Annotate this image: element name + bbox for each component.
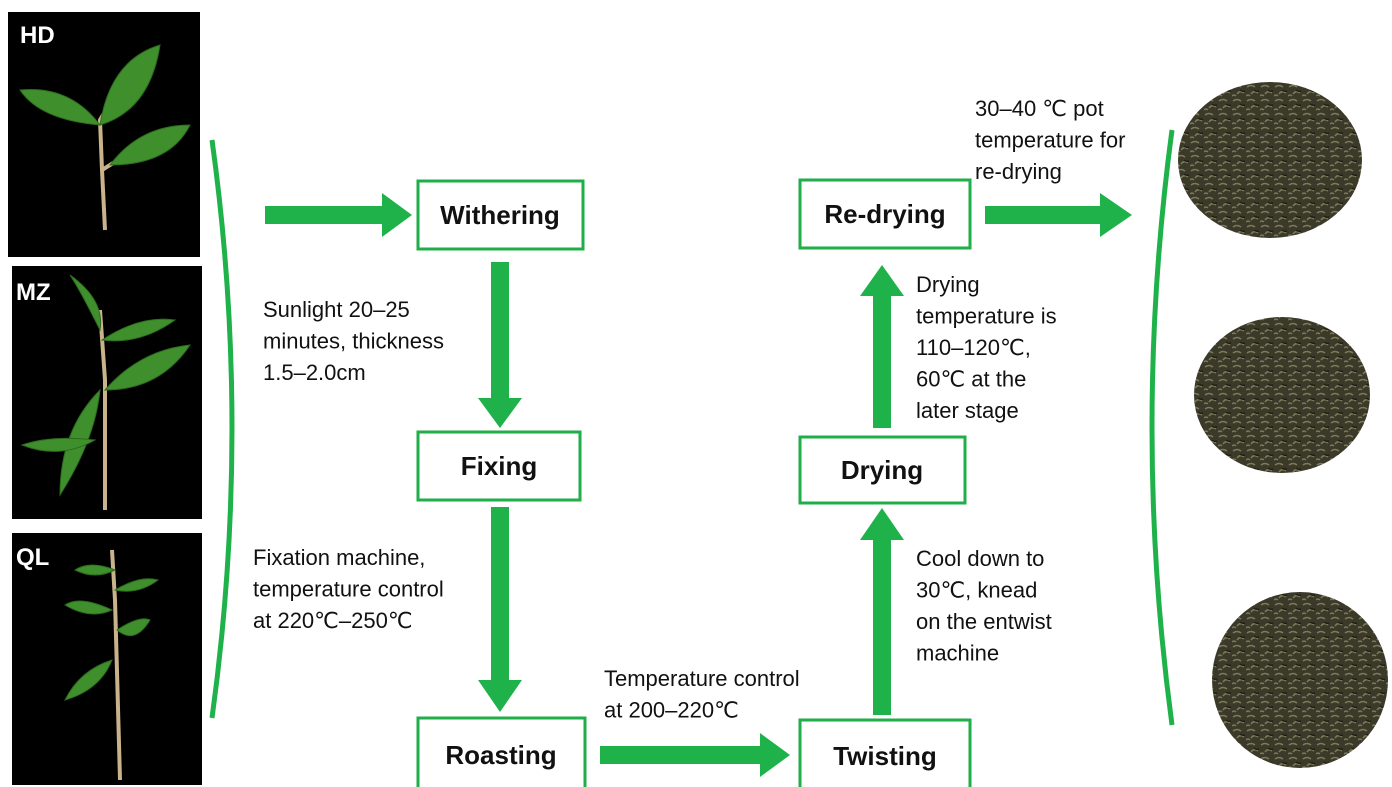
note-line: machine: [916, 641, 999, 666]
step-label: Re-drying: [824, 199, 945, 229]
note-line: at 220℃–250℃: [253, 608, 413, 633]
step-box: [416, 430, 582, 502]
photo-label: MZ: [16, 279, 51, 306]
photo-label: QL: [16, 544, 49, 571]
step-label: Fixing: [461, 451, 538, 481]
note-line: later stage: [916, 398, 1019, 423]
step-label: Roasting: [445, 740, 556, 770]
arrow: [478, 507, 522, 712]
tea-pile: [1178, 82, 1362, 238]
note-line: Drying: [916, 272, 980, 297]
arrow: [860, 508, 904, 715]
note-line: 30–40 ℃ pot: [975, 96, 1104, 121]
note-line: Sunlight 20–25: [263, 297, 410, 322]
tea-pile: [1194, 317, 1370, 473]
photo-ql: [12, 533, 202, 785]
note-line: temperature control: [253, 577, 444, 602]
photo-hd: [8, 12, 200, 257]
note-line: 110–120℃,: [916, 335, 1031, 360]
arrow: [478, 262, 522, 428]
note-line: Fixation machine,: [253, 545, 425, 570]
note-line: 60℃ at the: [916, 367, 1026, 392]
arrow: [600, 733, 790, 777]
tea-pile: [1212, 592, 1388, 768]
step-box: [416, 179, 585, 251]
note-line: Temperature control: [604, 666, 800, 691]
step-label: Drying: [841, 455, 923, 485]
note-line: at 200–220℃: [604, 698, 739, 723]
arrow: [860, 265, 904, 428]
note-line: 1.5–2.0cm: [263, 360, 366, 385]
photo-mz: [12, 266, 202, 519]
bracket: [209, 139, 235, 719]
note-line: on the entwist: [916, 609, 1052, 634]
step-label: Withering: [440, 200, 560, 230]
bracket: [1149, 129, 1175, 726]
notes: 30–40 ℃ pot temperature for re-drying Sunli…: [253, 96, 1125, 723]
arrow: [265, 193, 412, 237]
step-box: [798, 435, 967, 505]
step-label: Twisting: [833, 741, 937, 771]
note-line: 30℃, knead: [916, 578, 1037, 603]
step-box: [798, 718, 972, 787]
note-line: re-drying: [975, 159, 1062, 184]
photo-label: HD: [20, 22, 55, 49]
note-line: temperature is: [916, 304, 1057, 329]
note-line: minutes, thickness: [263, 329, 444, 354]
note-line: Cool down to: [916, 546, 1044, 571]
step-box: [798, 178, 972, 250]
note-line: temperature for: [975, 128, 1125, 153]
step-box: [416, 716, 587, 787]
arrow: [985, 193, 1132, 237]
